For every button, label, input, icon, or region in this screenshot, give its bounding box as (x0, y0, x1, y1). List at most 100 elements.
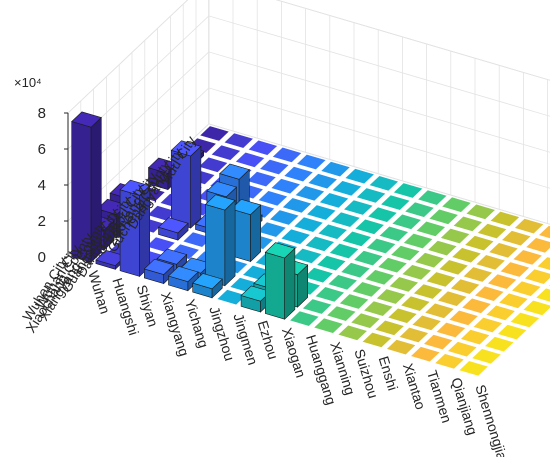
floor-tile (256, 221, 287, 238)
floor-tile (402, 232, 434, 250)
z-tick-label: 6 (38, 141, 46, 158)
floor-tile (513, 218, 545, 235)
floor-tile (411, 314, 443, 331)
floor-tile (293, 216, 324, 233)
floor-tile (301, 298, 333, 315)
floor-tile (449, 278, 481, 295)
bar-jingzhou-3 (230, 198, 262, 263)
floor-tile (234, 151, 266, 168)
floor-tile (377, 257, 408, 274)
floor-tile (320, 161, 351, 178)
z-tick-label: 2 (38, 213, 46, 230)
bar-top-face (206, 181, 238, 198)
floor-tile (399, 295, 431, 312)
floor-tile (355, 187, 387, 204)
floor-tile (537, 225, 550, 239)
grid-line (67, 15, 550, 150)
floor-tile (258, 158, 290, 176)
floor-tile (441, 196, 472, 213)
floor-tile (307, 173, 339, 190)
x-tick-label: Jingzhou (206, 304, 238, 362)
floor-tile (525, 237, 550, 254)
floor-tile (428, 208, 460, 225)
floor-tile (523, 268, 550, 285)
floor-tile (389, 245, 421, 262)
floor-tile (378, 225, 410, 242)
z-tick-labels: 0 2 4 6 8 (38, 105, 68, 266)
floor-tile (476, 223, 508, 240)
bar-jingzhou-1 (204, 194, 236, 287)
floor-tile (315, 255, 347, 272)
floor-tile (364, 269, 396, 286)
floor-tile (510, 280, 542, 297)
bar-xiaogan-0 (264, 242, 296, 320)
floor-tile (438, 259, 470, 276)
floor-tile (486, 273, 518, 290)
floor-tile (446, 341, 478, 358)
x-tick-label: Xiantao (400, 361, 429, 411)
floor-tile (374, 319, 406, 336)
floor-tile (471, 348, 502, 365)
bar-side-face (190, 145, 202, 229)
bar-top-face (264, 242, 296, 259)
floor-tile (434, 353, 465, 370)
bars (71, 111, 309, 320)
bar-top-face (157, 217, 189, 234)
floor-tile (463, 235, 495, 252)
floor-tile (385, 339, 417, 356)
bar-front-face (205, 203, 226, 287)
grid-line (67, 0, 550, 114)
floor-tile (145, 236, 176, 253)
floor-tile (416, 189, 448, 206)
floor-tile (375, 288, 407, 305)
floor-tile (535, 287, 550, 303)
floor-tile (483, 336, 515, 353)
bar-front-face (264, 251, 286, 320)
floor-tile (498, 292, 529, 309)
floor-tile (281, 197, 313, 214)
bar-top-face (156, 248, 188, 265)
bar-shiyan-4 (170, 140, 202, 229)
floor-tile (509, 311, 541, 329)
x-tick-label: Tianmen (424, 368, 455, 424)
floor-tile (439, 227, 471, 245)
floor-tile (452, 215, 484, 232)
bar-jingzhou-0 (192, 273, 223, 299)
bar-top-face (204, 194, 236, 211)
floor-tile (414, 252, 445, 269)
floor-tile (448, 309, 480, 326)
floor-tile (268, 209, 300, 226)
bar-top-face (71, 111, 102, 128)
floor-tile (485, 304, 517, 321)
z-exponent-label: ×10⁴ (14, 75, 42, 90)
floor-tile (488, 242, 519, 259)
floor-tile (342, 199, 374, 216)
floor-tile (465, 203, 497, 220)
floor-tile (461, 297, 492, 314)
x-tick-label: Wuhan (85, 269, 113, 316)
floor-tile (415, 220, 447, 237)
floor-tile (426, 240, 458, 257)
floor-tile (223, 132, 255, 149)
floor-tile (462, 266, 494, 283)
floor-tile (367, 206, 398, 223)
bar-shiyan-3 (157, 217, 189, 241)
x-tick-label: Shennongjia (472, 383, 510, 457)
bar-top-face (143, 258, 175, 275)
z-tick-label: 0 (38, 249, 46, 266)
bar-shiyan-0 (119, 179, 151, 278)
floor-tile (489, 210, 521, 227)
floor-tile (304, 235, 336, 252)
floor-tile (496, 324, 528, 341)
floor-tile (475, 254, 507, 271)
floor-tile (341, 230, 373, 247)
floor-tile (451, 247, 482, 264)
floor-tile (379, 194, 411, 211)
floor-tile (327, 274, 359, 291)
floor-tile (388, 276, 420, 293)
floor-tile (499, 261, 531, 278)
floor-tile (303, 267, 334, 284)
floor-tile (257, 190, 289, 207)
floor-tile (362, 300, 394, 317)
floor-tile (412, 283, 444, 300)
